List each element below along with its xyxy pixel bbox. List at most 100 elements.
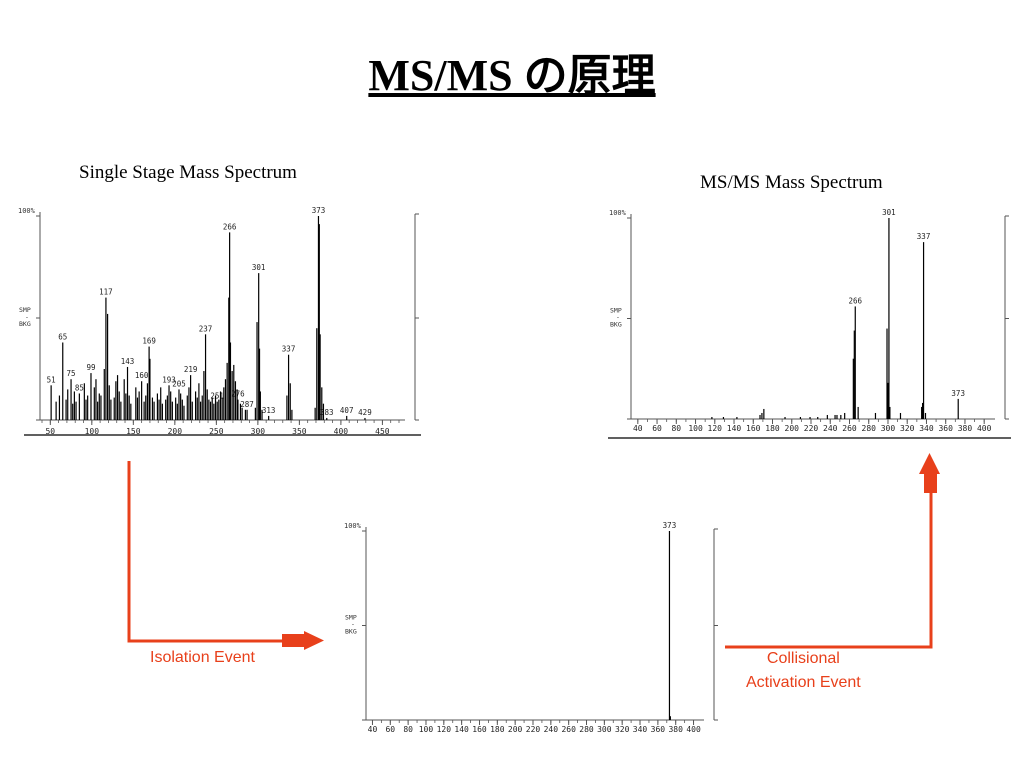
collisional-connector: [725, 493, 933, 649]
x-tick-label: 280: [579, 725, 594, 734]
peak-label: 75: [67, 369, 76, 378]
x-tick-label: 260: [842, 424, 857, 433]
x-tick-label: 400: [686, 725, 701, 734]
x-tick-label: 300: [597, 725, 612, 734]
x-tick-label: 200: [508, 725, 523, 734]
x-tick-label: 120: [437, 725, 452, 734]
x-tick-label: 220: [526, 725, 541, 734]
x-tick-label: 340: [633, 725, 648, 734]
x-tick-label: 150: [126, 427, 141, 436]
side-label: SMP: [19, 306, 31, 314]
x-tick-label: 40: [633, 424, 643, 433]
x-tick-label: 280: [862, 424, 877, 433]
collisional-activation-label: Collisional Activation Event: [746, 647, 861, 695]
side-label: -: [616, 314, 620, 322]
peak-label: 251: [210, 392, 224, 401]
x-tick-label: 300: [881, 424, 896, 433]
x-tick-label: 180: [765, 424, 780, 433]
y-top-label: 100%: [18, 207, 36, 215]
x-tick-label: 400: [334, 427, 349, 436]
isolation-event-label: Isolation Event: [150, 649, 255, 666]
peak-label: 313: [262, 406, 276, 415]
x-tick-label: 360: [938, 424, 953, 433]
x-tick-label: 140: [454, 725, 469, 734]
peak-label: 276: [231, 390, 245, 399]
peak-label: 266: [223, 222, 237, 231]
y-top-label: 100%: [609, 209, 627, 217]
peaks: 373: [663, 521, 677, 720]
peak-label: 429: [358, 408, 372, 417]
x-tick-label: 50: [45, 427, 55, 436]
collisional-arrowhead: [919, 453, 940, 474]
single-stage-spectrum: 100% SMP-BKG 50 100 150 200 250 300 350 400 450 373…: [18, 206, 421, 436]
x-tick-label: 60: [385, 725, 395, 734]
x-tick-label: 200: [785, 424, 800, 433]
peaks: 301 337 266 373: [711, 208, 965, 419]
peak-label: 266: [848, 296, 862, 305]
peak-label: 301: [252, 263, 266, 272]
peak-label: 237: [199, 324, 213, 333]
msms-spectrum: 100% SMP-BKG 40 60 80 100 120 140 160 180 200 220 24…: [608, 208, 1011, 439]
peak-label: 337: [282, 345, 296, 354]
x-tick-label: 180: [490, 725, 505, 734]
peak-label: 383: [320, 408, 334, 417]
peak-label: 205: [172, 379, 186, 388]
y-top-label: 100%: [344, 522, 362, 530]
x-tick-label: 220: [804, 424, 819, 433]
peak-label: 99: [86, 363, 95, 372]
x-tick-label: 250: [209, 427, 224, 436]
peak-label: 287: [240, 400, 254, 409]
x-tick-label: 360: [651, 725, 666, 734]
peak-label: 407: [340, 406, 354, 415]
x-tick-label: 160: [472, 725, 487, 734]
x-tick-label: 200: [168, 427, 183, 436]
peak-label: 193: [162, 375, 176, 384]
x-tick-label: 400: [977, 424, 992, 433]
collisional-arrow-shaft: [924, 474, 937, 493]
peak-label: 337: [917, 232, 931, 241]
side-label: -: [351, 621, 355, 629]
x-tick-label: 340: [919, 424, 934, 433]
side-label: BKG: [19, 320, 31, 328]
x-tick-label: 120: [708, 424, 723, 433]
x-tick-label: 320: [900, 424, 915, 433]
peak-label: 65: [58, 332, 67, 341]
single-stage-caption: Single Stage Mass Spectrum: [79, 162, 297, 183]
x-tick-label: 80: [403, 725, 413, 734]
chart-axes: 100% SMP-BKG 50 100 150 200 250 300 350 400 450: [18, 207, 419, 436]
collisional-label-line1: Collisional: [766, 650, 840, 667]
side-label: SMP: [610, 307, 622, 315]
x-tick-label: 450: [375, 427, 390, 436]
isolation-arrow-shaft: [282, 634, 304, 647]
x-tick-label: 240: [544, 725, 559, 734]
x-tick-label: 240: [823, 424, 838, 433]
peak-label: 301: [882, 208, 896, 217]
side-label: SMP: [345, 614, 357, 622]
x-tick-label: 100: [419, 725, 434, 734]
x-tick-label: 380: [668, 725, 683, 734]
msms-caption: MS/MS Mass Spectrum: [700, 172, 883, 193]
x-tick-label: 140: [727, 424, 742, 433]
peak-label: 51: [47, 375, 56, 384]
x-tick-label: 160: [746, 424, 761, 433]
x-tick-label: 60: [652, 424, 662, 433]
x-tick-label: 100: [688, 424, 703, 433]
peak-label: 143: [121, 357, 135, 366]
x-tick-label: 40: [368, 725, 378, 734]
peak-label: 85: [75, 383, 84, 392]
x-tick-label: 350: [292, 427, 307, 436]
x-tick-label: 380: [958, 424, 973, 433]
peak-label: 169: [142, 337, 156, 346]
slide-title: MS/MS の原理: [368, 51, 656, 100]
isolation-arrowhead: [304, 631, 324, 650]
peak-label: 373: [312, 206, 326, 215]
peak-label: 219: [184, 365, 198, 374]
x-tick-label: 300: [251, 427, 266, 436]
peak-label: 373: [663, 521, 677, 530]
peak-label: 160: [135, 371, 149, 380]
isolation-connector: [127, 461, 282, 643]
